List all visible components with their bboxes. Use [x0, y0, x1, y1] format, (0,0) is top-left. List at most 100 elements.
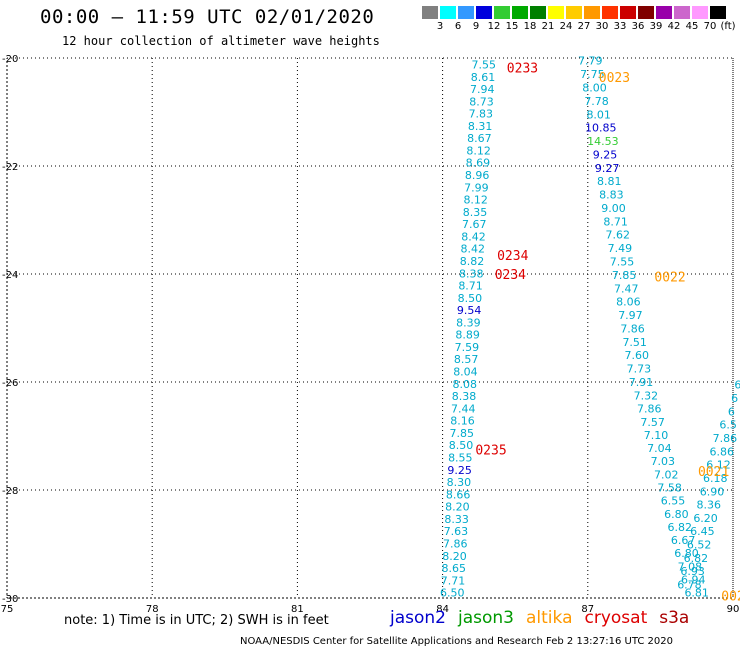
swh-value: 8.65 — [441, 562, 466, 575]
time-label: 0233 — [507, 62, 538, 77]
swh-value: 7.62 — [605, 229, 630, 242]
swh-value: 8.35 — [463, 206, 488, 219]
swh-value: 6.78 — [677, 579, 702, 592]
swh-value: 7.04 — [647, 442, 672, 455]
swh-value: 6.82 — [668, 521, 693, 534]
swh-value: 6.18 — [703, 472, 728, 485]
swh-value: 7.57 — [640, 416, 665, 429]
swh-value: 6.20 — [693, 512, 718, 525]
legend-entry: s3a — [659, 608, 690, 628]
swh-value: 7.58 — [657, 481, 682, 494]
swh-value: 8.83 — [599, 189, 624, 202]
swh-value: 9.27 — [595, 162, 620, 175]
footer-credit: NOAA/NESDIS Center for Satellite Applica… — [240, 636, 673, 647]
swh-value: 6.80 — [664, 508, 689, 521]
scale-label: 3 — [436, 21, 444, 32]
swh-value: 8.50 — [449, 439, 474, 452]
swh-value: 7.73 — [627, 363, 652, 376]
swh-value: 7.59 — [455, 341, 480, 354]
swh-value: 14.53 — [587, 135, 619, 148]
swh-value: 7.02 — [654, 468, 679, 481]
y-tick-label: -28 — [2, 486, 18, 497]
swh-value: 7.97 — [618, 309, 643, 322]
swh-value: 8.73 — [469, 95, 494, 108]
swh-value: 6.93 — [680, 565, 705, 578]
footer-note: note: 1) Time is in UTC; 2) SWH is in fe… — [64, 613, 329, 628]
scale-label: 42 — [667, 21, 681, 32]
swh-value: 8.36 — [697, 499, 722, 512]
swh-value: 6.55 — [661, 495, 686, 508]
swh-value: 7.86 — [443, 537, 468, 550]
swh-value: 7.85 — [612, 269, 637, 282]
swh-value: 8.55 — [448, 451, 473, 464]
swh-value: 6 — [728, 405, 735, 418]
scale-swatch — [512, 6, 529, 19]
swh-value: 9.25 — [447, 464, 472, 477]
y-tick-label: -30 — [2, 594, 18, 605]
swh-value: 8.50 — [458, 292, 483, 305]
scale-swatch — [530, 6, 547, 19]
swh-value: 6.86 — [709, 445, 734, 458]
swh-value: 7.78 — [584, 95, 609, 108]
swh-value: 7.60 — [625, 349, 650, 362]
legend-entry: jason3 — [458, 608, 514, 628]
swh-value: 7.47 — [614, 282, 639, 295]
time-label: 0021 — [698, 465, 729, 480]
scale-label: 12 — [487, 21, 501, 32]
scale-swatch — [494, 6, 511, 19]
time-label: 0023 — [599, 71, 630, 86]
scale-label: 24 — [559, 21, 573, 32]
swh-value: 6.12 — [706, 459, 731, 472]
swh-value: 7.55 — [471, 58, 496, 71]
swh-value: 8.01 — [586, 108, 611, 121]
swh-value: 7.08 — [678, 560, 703, 573]
legend-entry: altika — [526, 608, 573, 628]
time-label: 0234 — [495, 268, 526, 283]
scale-swatch — [638, 6, 655, 19]
swh-value: 7.94 — [470, 83, 495, 96]
swh-value: 7.71 — [441, 574, 466, 587]
swh-value: 8.00 — [582, 81, 607, 94]
swh-value: 7.86 — [713, 432, 738, 445]
swh-value: 7.79 — [578, 55, 603, 68]
scale-label: 36 — [631, 21, 645, 32]
swh-value: 6.82 — [684, 552, 709, 565]
swh-value: 6.67 — [671, 534, 696, 547]
swh-value: 6.50 — [440, 587, 465, 600]
swh-value: 8.39 — [456, 316, 481, 329]
swh-value: 8.96 — [465, 169, 490, 182]
legend-entry: cryosat — [584, 608, 648, 628]
swh-value: 7.10 — [644, 429, 669, 442]
swh-value: 8.20 — [445, 501, 470, 514]
swh-value: 6.80 — [674, 547, 699, 560]
y-tick-label: -26 — [2, 378, 18, 389]
swh-value: 10.85 — [585, 122, 617, 135]
scale-label: 30 — [595, 21, 609, 32]
scale-swatch — [440, 6, 457, 19]
x-tick-label: 87 — [581, 604, 594, 615]
page-subtitle: 12 hour collection of altimeter wave hei… — [62, 34, 380, 48]
swh-value: 9.00 — [601, 202, 626, 215]
swh-value: 7.44 — [451, 402, 476, 415]
swh-value: 8.30 — [447, 476, 472, 489]
page-title: 00:00 – 11:59 UTC 02/01/2020 — [40, 6, 375, 28]
swh-value: 8.89 — [455, 329, 480, 342]
scale-label: (ft) — [720, 21, 736, 32]
legend-entry: jason2 — [390, 608, 446, 628]
swh-value: 8.38 — [452, 390, 477, 403]
swh-value: 8.12 — [466, 144, 491, 157]
y-tick-label: -22 — [2, 162, 18, 173]
swh-value: 8.33 — [444, 513, 469, 526]
x-tick-label: 78 — [146, 604, 159, 615]
time-label: 0235 — [475, 444, 506, 459]
scale-swatch — [476, 6, 493, 19]
swh-value: 8.61 — [471, 71, 496, 84]
scale-swatch — [692, 6, 709, 19]
swh-value: 7.86 — [637, 403, 662, 416]
swh-value: 8.12 — [463, 194, 488, 207]
swh-value: 6 — [734, 379, 740, 392]
swh-value: 7.67 — [462, 218, 487, 231]
swh-value: 8.06 — [616, 296, 641, 309]
scale-swatch — [458, 6, 475, 19]
